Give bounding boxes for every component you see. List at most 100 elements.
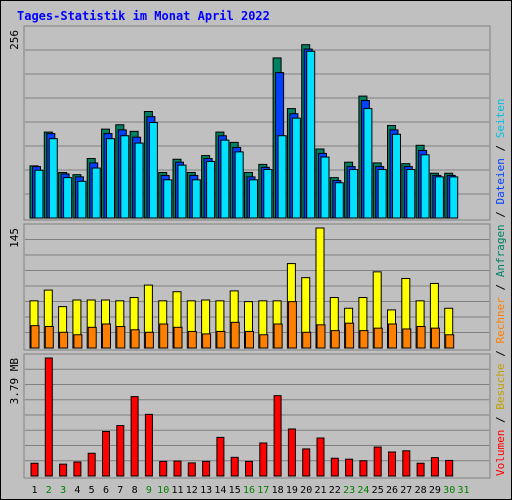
bar-volumen-day-20	[302, 448, 311, 477]
x-tick-label: 25	[372, 485, 384, 496]
legend-item-anfragen: Anfragen	[494, 224, 507, 277]
x-tick-label: 14	[214, 485, 226, 496]
bar-seiten-day-2	[48, 138, 58, 219]
bar-volumen-day-17	[259, 442, 268, 477]
bar-volumen-day-6	[102, 430, 110, 477]
x-tick-label: 2	[46, 485, 52, 496]
bar-seiten-day-6	[106, 138, 115, 219]
bar-seiten-day-11	[177, 164, 187, 219]
bar-rechner-day-4	[73, 334, 83, 349]
bar-rechner-day-1	[30, 325, 40, 349]
bar-rechner-day-11	[173, 326, 183, 349]
bar-volumen-day-12	[187, 462, 196, 477]
x-tick-label: 26	[386, 485, 398, 496]
bar-seiten-day-21	[320, 156, 330, 219]
x-tick-label: 28	[415, 485, 427, 496]
bar-volumen-day-2	[44, 357, 53, 477]
bar-volumen-day-14	[216, 436, 225, 477]
bar-rechner-day-18	[273, 323, 283, 349]
bar-rechner-day-17	[259, 334, 269, 349]
bar-rechner-day-30	[445, 334, 455, 349]
bar-rechner-day-16	[245, 330, 254, 349]
bar-seiten-day-8	[134, 142, 144, 219]
x-tick-label: 23	[343, 485, 355, 496]
x-tick-label: 18	[272, 485, 284, 496]
bar-rechner-day-9	[144, 331, 154, 349]
x-tick-label: 10	[157, 485, 169, 496]
legend-item-besuche: Besuche	[494, 363, 507, 409]
x-tick-label: 21	[314, 485, 326, 496]
bar-seiten-day-14	[220, 139, 230, 219]
bar-volumen-day-23	[345, 458, 354, 477]
legend: Volumen / Besuche / Rechner / Anfragen /…	[494, 98, 507, 476]
x-tick-label: 5	[89, 485, 95, 496]
bar-seiten-day-16	[249, 179, 258, 219]
bar-volumen-day-21	[316, 437, 325, 477]
bar-volumen-day-1	[30, 462, 39, 477]
bar-volumen-day-13	[202, 460, 211, 477]
bar-rechner-day-24	[359, 330, 369, 349]
bar-rechner-day-28	[416, 325, 426, 349]
bar-seiten-day-19	[291, 117, 301, 219]
bar-volumen-day-27	[402, 450, 411, 477]
bar-seiten-day-12	[191, 179, 201, 219]
legend-separator: /	[494, 204, 507, 224]
x-tick-label: 16	[243, 485, 255, 496]
legend-separator: /	[494, 138, 507, 158]
bar-rechner-day-27	[402, 328, 412, 349]
bar-seiten-day-17	[263, 169, 273, 219]
legend-item-rechner: Rechner	[494, 297, 507, 344]
bar-volumen-day-30	[445, 459, 454, 477]
bar-volumen-day-28	[416, 462, 425, 477]
bar-seiten-day-28	[420, 154, 430, 219]
x-tick-label: 13	[200, 485, 212, 496]
bar-volumen-day-22	[330, 457, 339, 477]
bar-seiten-day-18	[277, 135, 287, 219]
bar-rechner-day-25	[373, 327, 383, 349]
chart-title: Tages-Statistik im Monat April 2022	[17, 9, 270, 23]
x-tick-label: 12	[186, 485, 198, 496]
bar-volumen-day-25	[373, 446, 382, 477]
bar-rechner-day-8	[130, 329, 140, 349]
x-tick-label: 11	[171, 485, 183, 496]
bar-seiten-day-10	[163, 179, 173, 219]
bar-volumen-day-8	[130, 396, 139, 477]
bar-rechner-day-14	[216, 330, 226, 349]
bar-seiten-day-27	[406, 169, 416, 219]
bar-rechner-day-5	[87, 326, 97, 349]
bar-seiten-day-25	[377, 169, 387, 219]
bar-rechner-day-15	[230, 321, 240, 349]
x-tick-label: 27	[400, 485, 412, 496]
bar-volumen-day-18	[273, 395, 282, 477]
x-tick-label: 4	[74, 485, 80, 496]
legend-separator: /	[494, 344, 507, 364]
bar-seiten-day-29	[434, 176, 444, 219]
legend-item-seiten: Seiten	[494, 98, 507, 138]
bar-seiten-day-4	[77, 180, 87, 219]
bar-rechner-day-23	[345, 322, 355, 349]
bar-rechner-day-21	[316, 324, 326, 349]
x-tick-label: 20	[300, 485, 312, 496]
x-tick-label: 29	[429, 485, 441, 496]
x-tick-label: 3	[60, 485, 66, 496]
scale-label-middle: 145	[8, 228, 21, 248]
bar-rechner-day-13	[202, 333, 212, 349]
x-tick-label: 24	[357, 485, 369, 496]
bar-rechner-day-2	[44, 325, 54, 349]
bar-volumen-day-5	[87, 452, 96, 477]
bar-rechner-day-7	[116, 325, 126, 349]
legend-item-dateien: Dateien	[494, 158, 507, 204]
bar-volumen-day-10	[159, 460, 168, 477]
bar-rechner-day-19	[287, 301, 297, 349]
x-tick-label: 1	[31, 485, 37, 496]
bar-volumen-day-26	[388, 451, 396, 477]
bar-volumen-day-16	[245, 460, 253, 477]
bar-seiten-day-7	[120, 135, 130, 219]
bar-seiten-day-15	[234, 151, 244, 219]
bar-rechner-day-29	[430, 327, 440, 349]
x-tick-label: 8	[132, 485, 138, 496]
bar-rechner-day-6	[102, 323, 111, 349]
x-tick-label: 6	[103, 485, 109, 496]
x-tick-label: 22	[329, 485, 341, 496]
